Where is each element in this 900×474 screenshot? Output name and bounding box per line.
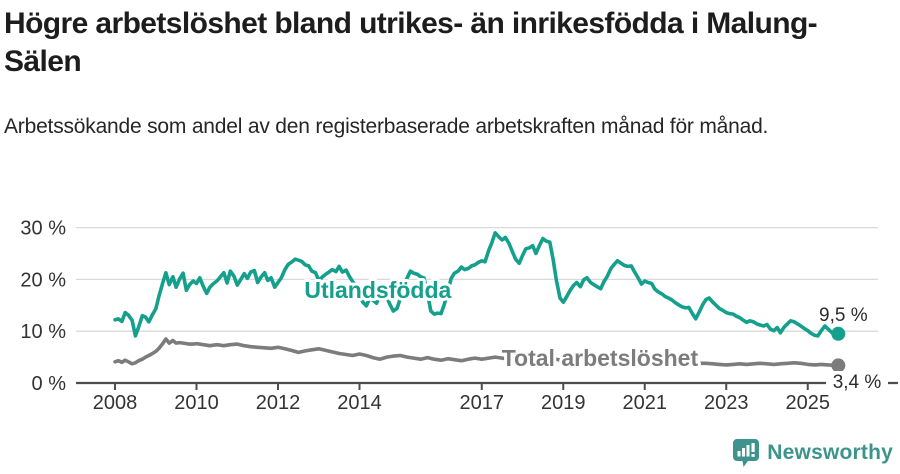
newsworthy-icon	[733, 439, 760, 467]
newsworthy-logo: Newsworthy	[732, 438, 893, 468]
chart-subtitle: Arbetssökande som andel av den registerb…	[4, 115, 769, 138]
series-line-total	[113, 337, 841, 368]
x-tick-label: 2023	[704, 392, 749, 414]
series-inline-label: Utlandsfödda	[304, 277, 451, 303]
y-tick-label: 10 %	[20, 321, 66, 343]
y-tick-label: 20 %	[20, 269, 66, 291]
x-tick-label: 2019	[541, 392, 586, 414]
end-value-label: 3,4 %	[833, 372, 882, 393]
series-line-utlandsfodda	[113, 231, 841, 338]
x-tick-label: 2010	[174, 392, 219, 414]
x-tick-label: 2008	[93, 392, 138, 414]
end-value-label: 9,5 %	[819, 305, 868, 326]
series-inline-label: Total arbetslöshet	[502, 345, 699, 371]
x-tick-label: 2014	[337, 392, 382, 414]
page-title: Högre arbetslöshet bland utrikes- än inr…	[4, 7, 818, 78]
x-tick-label: 2021	[623, 392, 668, 414]
y-tick-label: 30 %	[20, 218, 66, 240]
newsworthy-wordmark: Newsworthy	[767, 441, 893, 464]
series-end-dot	[831, 326, 846, 341]
x-tick-label: 2017	[460, 392, 505, 414]
x-tick-label: 2025	[786, 392, 831, 414]
y-tick-label: 0 %	[32, 373, 67, 395]
end-value-label-mask	[826, 371, 888, 392]
series-end-dot	[831, 358, 846, 373]
x-tick-label: 2012	[256, 392, 301, 414]
